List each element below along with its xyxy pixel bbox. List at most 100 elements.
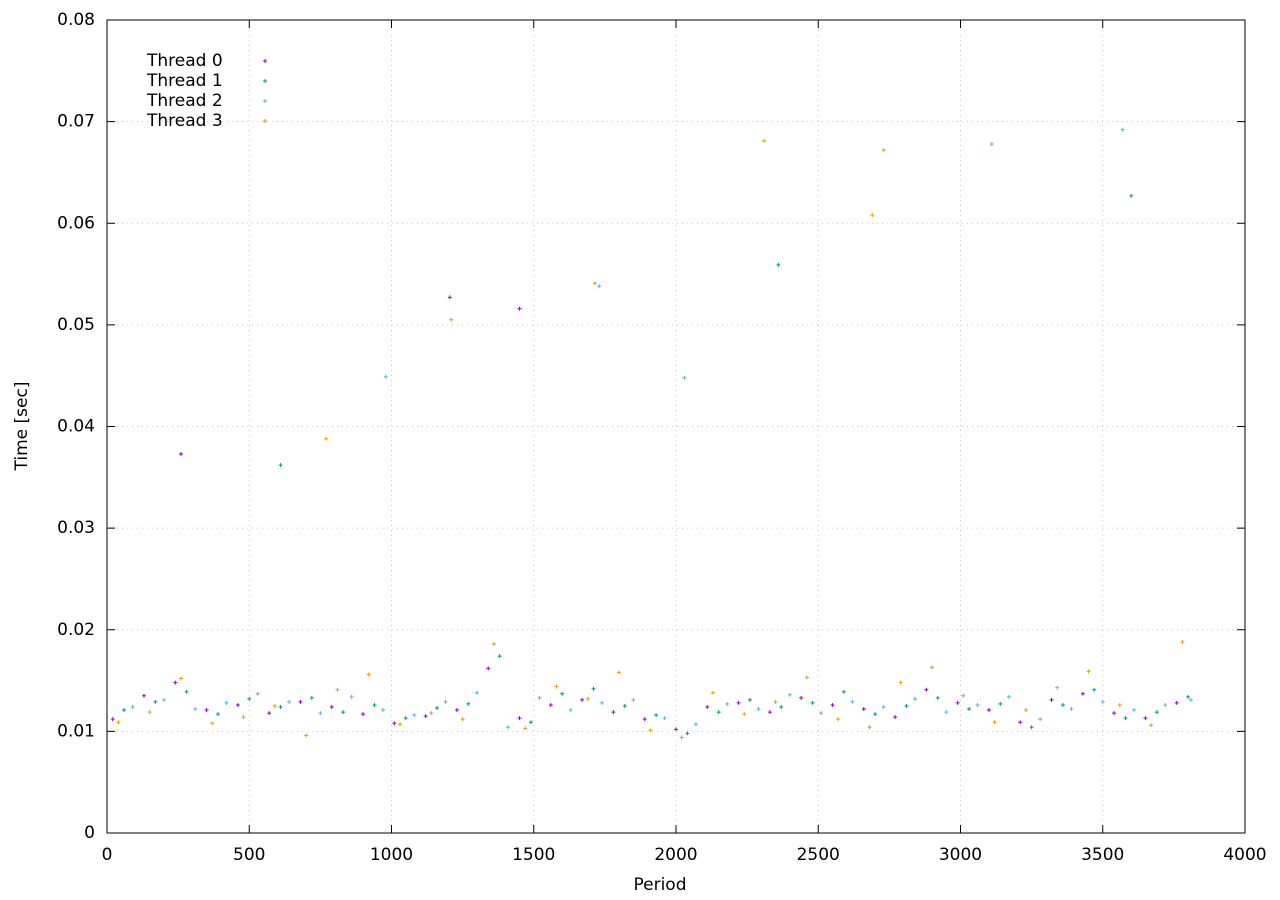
scatter-point xyxy=(517,306,522,311)
scatter-point xyxy=(773,699,778,704)
scatter-point xyxy=(1080,691,1085,696)
scatter-point xyxy=(1186,694,1191,699)
scatter-point xyxy=(1188,697,1193,702)
scatter-point xyxy=(955,700,960,705)
scatter-point xyxy=(267,711,272,716)
scatter-point xyxy=(597,284,602,289)
scatter-point xyxy=(867,725,872,730)
scatter-point xyxy=(523,726,528,731)
scatter-point xyxy=(693,722,698,727)
scatter-point xyxy=(130,704,135,709)
y-tick-label: 0.07 xyxy=(57,112,95,132)
x-tick-label: 1000 xyxy=(370,845,413,865)
legend-marker xyxy=(263,59,267,63)
scatter-point xyxy=(116,720,121,725)
scatter-point xyxy=(682,375,687,380)
scatter-point xyxy=(716,710,721,715)
scatter-point xyxy=(491,641,496,646)
scatter-point xyxy=(617,670,622,675)
scatter-point xyxy=(161,697,166,702)
scatter-point xyxy=(648,728,653,733)
scatter-point xyxy=(830,702,835,707)
scatter-point xyxy=(447,295,452,300)
scatter-point xyxy=(611,710,616,715)
scatter-point xyxy=(1049,697,1054,702)
scatter-point xyxy=(1092,687,1097,692)
scatter-point xyxy=(449,317,454,322)
scatter-point xyxy=(944,710,949,715)
scatter-point xyxy=(873,712,878,717)
legend-marker xyxy=(263,79,267,83)
legend-label: Thread 3 xyxy=(146,111,223,131)
scatter-point xyxy=(736,700,741,705)
scatter-point xyxy=(762,138,767,143)
scatter-point xyxy=(435,706,440,711)
scatter-point xyxy=(153,699,158,704)
x-tick-label: 0 xyxy=(102,845,113,865)
scatter-point xyxy=(1069,707,1074,712)
scatter-point xyxy=(173,680,178,685)
scatter-point xyxy=(528,720,533,725)
y-tick-label: 0 xyxy=(84,823,95,843)
scatter-point xyxy=(585,696,590,701)
x-axis-label: Period xyxy=(633,875,686,895)
x-tick-label: 500 xyxy=(233,845,265,865)
scatter-point xyxy=(898,680,903,685)
scatter-point xyxy=(622,703,627,708)
scatter-point xyxy=(631,697,636,702)
scatter-point xyxy=(215,712,220,717)
scatter-point xyxy=(654,713,659,718)
scatter-point xyxy=(836,717,841,722)
scatter-point xyxy=(742,712,747,717)
scatter-point xyxy=(881,704,886,709)
scatter-point xyxy=(592,281,597,286)
scatter-point xyxy=(1086,669,1091,674)
scatter-point xyxy=(861,707,866,712)
scatter-point xyxy=(537,695,542,700)
scatter-point xyxy=(779,704,784,709)
scatter-point xyxy=(992,720,997,725)
scatter-point xyxy=(1023,708,1028,713)
scatter-point xyxy=(600,700,605,705)
legend-label: Thread 0 xyxy=(146,51,223,71)
scatter-point xyxy=(122,708,127,713)
scatter-point xyxy=(725,701,730,706)
scatter-point xyxy=(147,710,152,715)
scatter-point xyxy=(893,715,898,720)
x-tick-label: 3000 xyxy=(939,845,982,865)
x-tick-label: 4000 xyxy=(1223,845,1266,865)
scatter-point xyxy=(841,689,846,694)
scatter-point xyxy=(1117,702,1122,707)
y-tick-label: 0.08 xyxy=(57,10,95,30)
scatter-point xyxy=(580,697,585,702)
scatter-point xyxy=(366,672,371,677)
scatter-point xyxy=(235,702,240,707)
scatter-point xyxy=(1180,639,1185,644)
scatter-point xyxy=(517,716,522,721)
scatter-point xyxy=(1112,711,1117,716)
scatter-point xyxy=(210,721,215,726)
scatter-point xyxy=(454,708,459,713)
scatter-point xyxy=(548,702,553,707)
scatter-point xyxy=(810,700,815,705)
scatter-point xyxy=(804,675,809,680)
scatter-point xyxy=(272,703,277,708)
scatter-point xyxy=(178,676,183,681)
scatter-point xyxy=(924,687,929,692)
legend-marker xyxy=(263,119,267,123)
scatter-point xyxy=(380,708,385,713)
scatter-point xyxy=(819,711,824,716)
scatter-point xyxy=(1038,717,1043,722)
scatter-point xyxy=(975,702,980,707)
scatter-point xyxy=(1029,725,1034,730)
scatter-point xyxy=(710,690,715,695)
scatter-point xyxy=(247,696,252,701)
scatter-point xyxy=(193,707,198,712)
scatter-point xyxy=(904,703,909,708)
scatter-point xyxy=(1018,720,1023,725)
scatter-point xyxy=(554,684,559,689)
scatter-point xyxy=(372,702,377,707)
scatter-point xyxy=(986,708,991,713)
scatter-point xyxy=(423,714,428,719)
